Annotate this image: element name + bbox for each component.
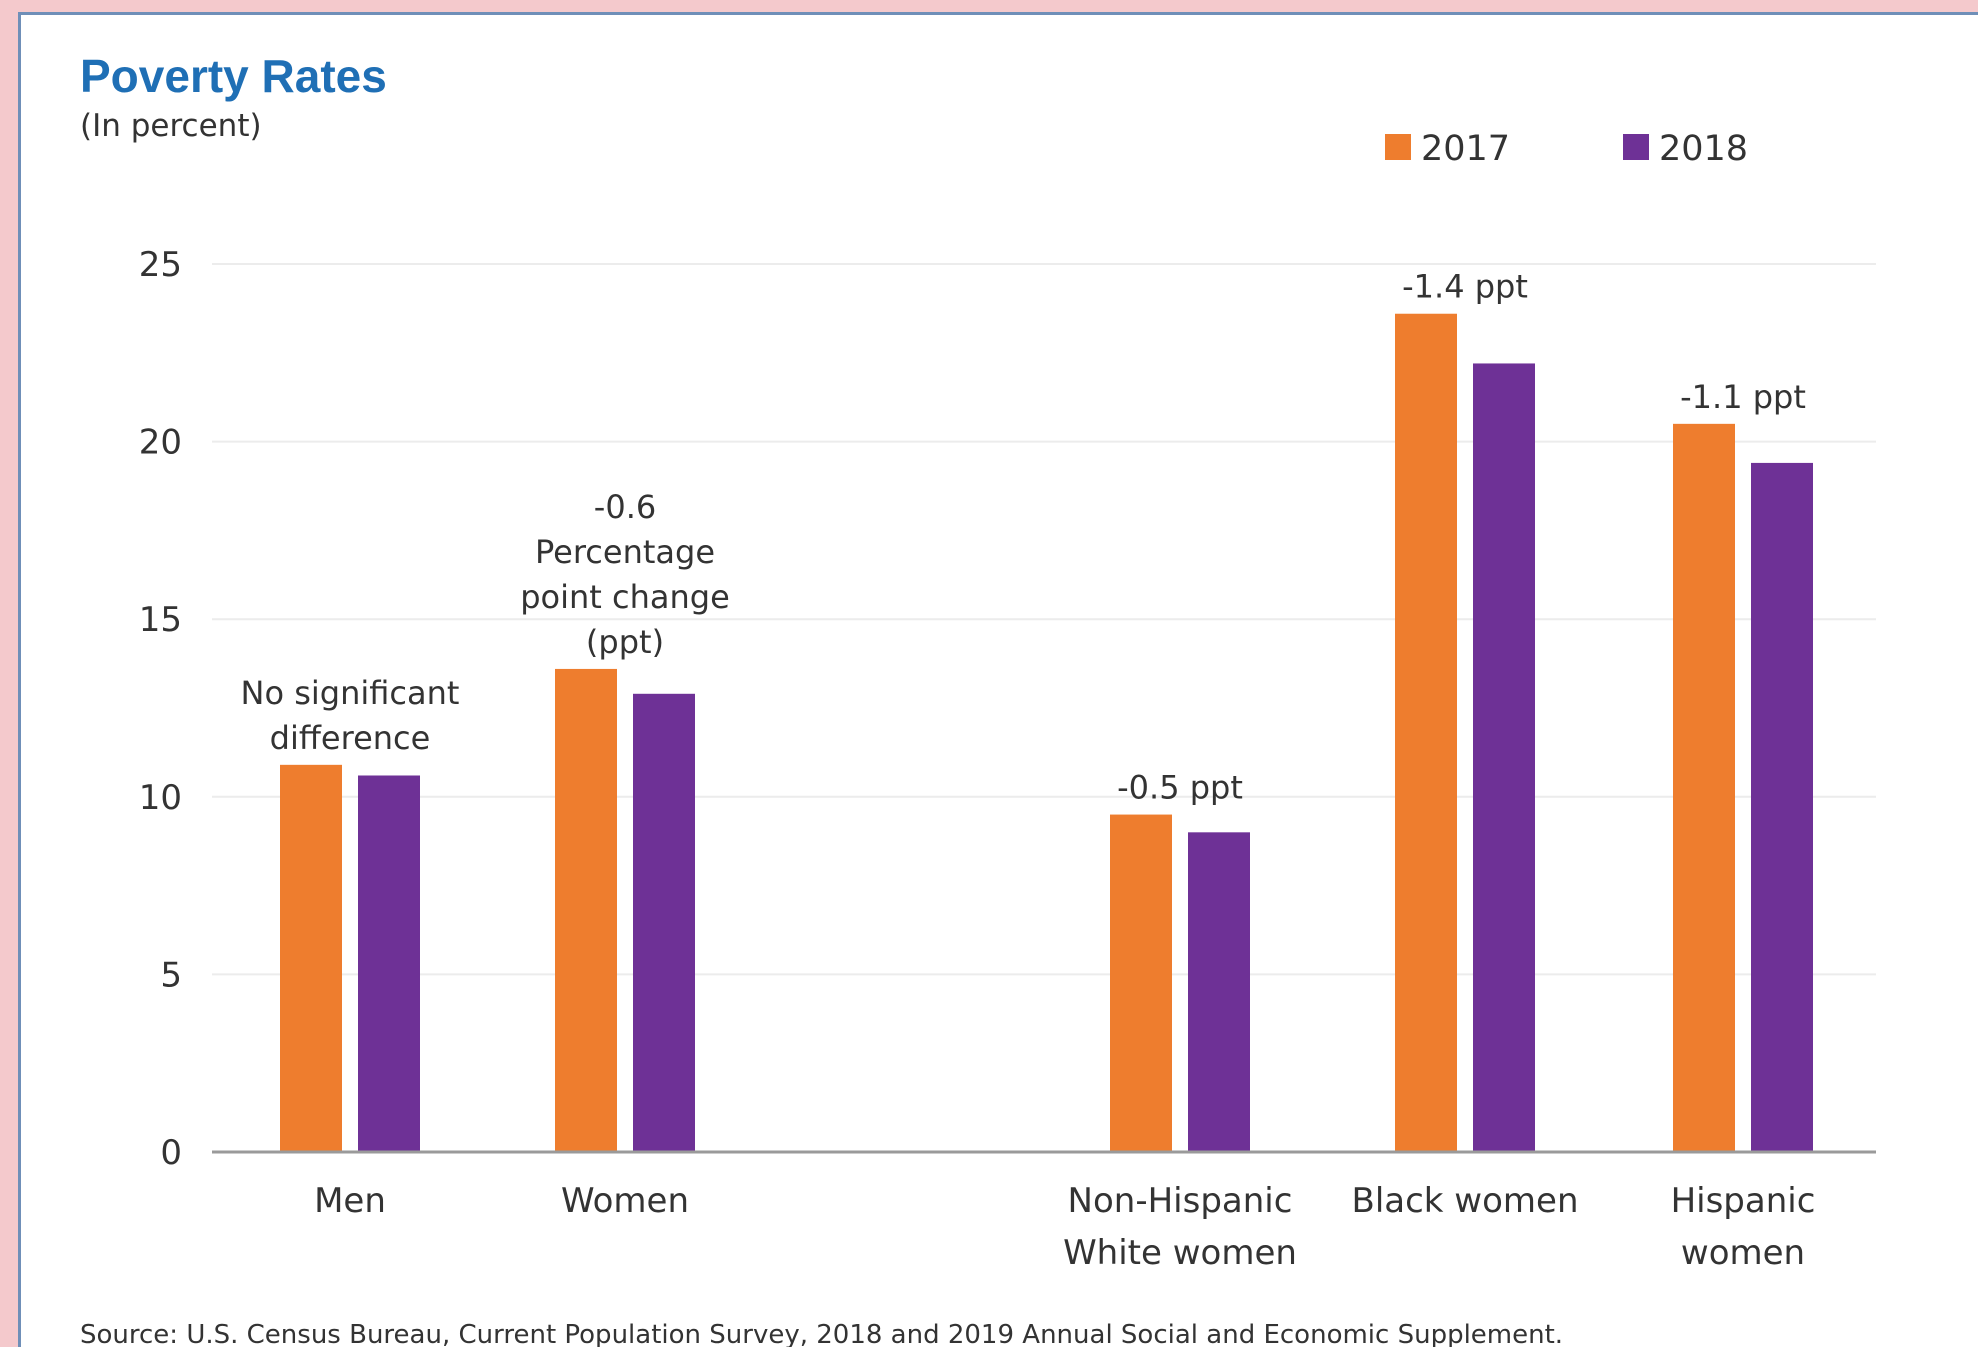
bars: [280, 313, 1813, 1153]
x-category-label: Women: [561, 1181, 689, 1221]
x-category-label: Men: [314, 1181, 386, 1221]
x-category-label: White women: [1063, 1233, 1297, 1273]
change-annotations: No significant difference -0.6 Percentage po…: [241, 268, 1806, 807]
bar-2017-men: [280, 764, 342, 1152]
annotation-line: -0.6: [594, 488, 656, 526]
x-category-label: Non-Hispanic: [1068, 1181, 1293, 1221]
legend-swatch-2018: [1623, 134, 1649, 160]
annotation-line: difference: [270, 719, 431, 757]
y-tick-label: 25: [139, 245, 182, 285]
y-tick-label: 10: [139, 778, 182, 818]
chart-panel: [18, 12, 1978, 1347]
y-tick-label: 5: [160, 955, 182, 995]
bar-2017-non-hispanic-white-women: [1110, 814, 1172, 1152]
bar-2018-women: [633, 693, 695, 1152]
legend-label-2018: 2018: [1659, 129, 1748, 169]
bar-2017-hispanic-women: [1673, 423, 1735, 1153]
y-tick-label: 15: [139, 600, 182, 640]
annotation-line: -1.4 ppt: [1402, 268, 1528, 306]
bar-2018-black-women: [1473, 363, 1535, 1152]
chart-legend: 2017 2018: [1385, 129, 1748, 169]
x-category-label: Hispanic: [1671, 1181, 1816, 1221]
bar-2017-black-women: [1395, 313, 1457, 1152]
y-tick-label: 0: [160, 1133, 182, 1173]
x-axis-category-labels: Men Women Non-Hispanic White women Black wom…: [314, 1181, 1815, 1273]
chart-title: Poverty Rates: [80, 50, 387, 102]
chart-subtitle: (In percent): [80, 108, 262, 144]
y-axis-tick-labels: 0 5 10 15 20 25: [139, 245, 182, 1173]
annotation-line: -0.5 ppt: [1117, 769, 1243, 807]
gridlines: [212, 263, 1876, 976]
top-frame-accent: [0, 0, 580, 8]
annotation-line: No significant: [241, 674, 460, 712]
bar-2018-non-hispanic-white-women: [1188, 832, 1250, 1152]
source-note: Source: U.S. Census Bureau, Current Popu…: [80, 1320, 1563, 1347]
bar-2018-hispanic-women: [1751, 462, 1813, 1152]
annotation-line: -1.1 ppt: [1680, 378, 1806, 416]
bar-2018-men: [358, 775, 420, 1152]
legend-swatch-2017: [1385, 134, 1411, 160]
legend-label-2017: 2017: [1421, 129, 1510, 169]
annotation-line: point change: [520, 578, 730, 616]
annotation-line: (ppt): [586, 623, 664, 661]
x-category-label: women: [1681, 1233, 1805, 1273]
annotation-line: Percentage: [535, 533, 715, 571]
y-tick-label: 20: [139, 423, 182, 463]
bar-2017-women: [555, 668, 617, 1152]
x-category-label: Black women: [1352, 1181, 1579, 1221]
